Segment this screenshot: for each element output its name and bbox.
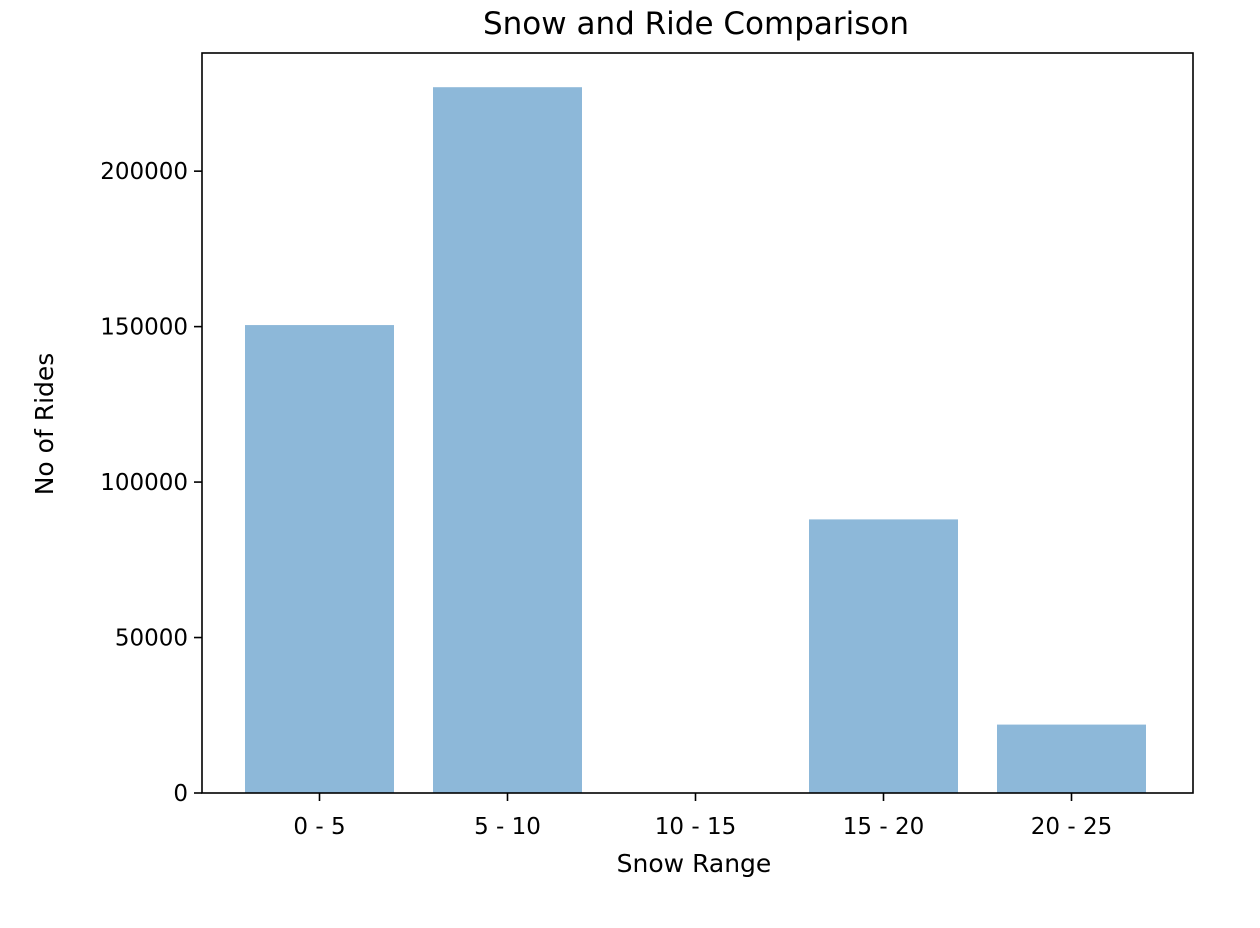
plot-frame	[201, 52, 1194, 794]
y-tick-label: 0	[173, 781, 188, 807]
y-tick-label: 50000	[115, 626, 188, 652]
bar	[433, 87, 582, 794]
x-tick-label: 5 - 10	[474, 814, 541, 840]
y-tick-label: 150000	[100, 315, 188, 341]
bar	[809, 519, 958, 793]
bar	[245, 325, 394, 793]
y-axis-ticks: 0 50000 100000 150000 200000	[100, 159, 202, 807]
x-tick-label: 20 - 25	[1031, 814, 1112, 840]
x-tick-label: 10 - 15	[655, 814, 736, 840]
y-axis-label: No of Rides	[30, 353, 59, 496]
x-tick-label: 0 - 5	[293, 814, 345, 840]
bar	[997, 724, 1146, 793]
y-tick-label: 100000	[100, 470, 188, 496]
bars-group	[245, 87, 1146, 794]
x-axis-ticks: 0 - 5 5 - 10 10 - 15 15 - 20 20 - 25	[293, 793, 1112, 840]
x-tick-label: 15 - 20	[843, 814, 924, 840]
y-tick-label: 200000	[100, 159, 188, 185]
x-axis-label: Snow Range	[617, 849, 772, 878]
chart-title: Snow and Ride Comparison	[483, 6, 909, 42]
